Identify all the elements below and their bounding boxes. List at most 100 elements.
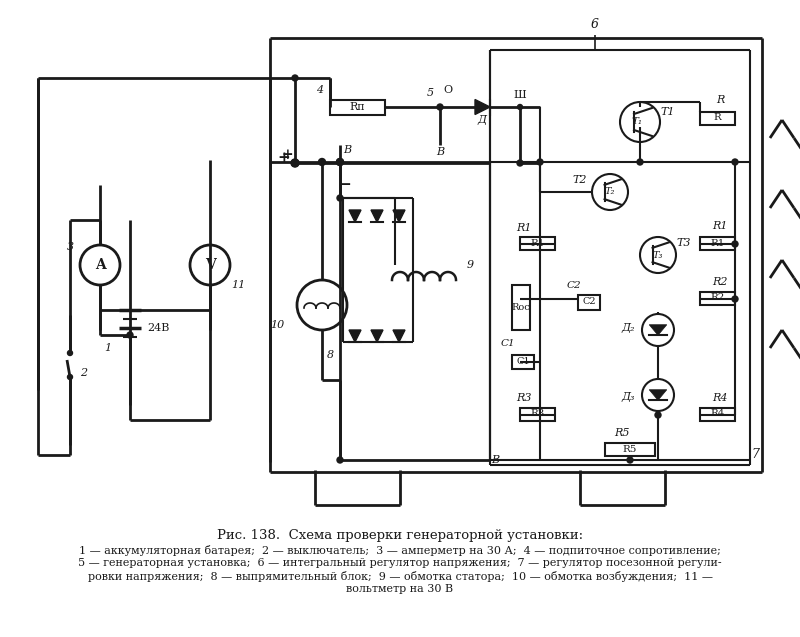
Bar [700, 112, 735, 125]
Circle shape [190, 245, 230, 285]
Text: 9: 9 [466, 260, 474, 270]
Text: +: + [278, 151, 290, 165]
Bar [512, 285, 530, 330]
Circle shape [537, 159, 543, 165]
Circle shape [318, 159, 326, 166]
Bar [520, 408, 555, 421]
Text: C1: C1 [516, 357, 530, 366]
Text: R1: R1 [516, 223, 532, 233]
Circle shape [127, 332, 133, 338]
Text: R2: R2 [712, 277, 728, 287]
Text: 6: 6 [591, 18, 599, 31]
Circle shape [437, 104, 443, 110]
Polygon shape [349, 210, 361, 222]
Bar [330, 100, 385, 115]
Text: Rп: Rп [349, 102, 365, 112]
Text: 24В: 24В [147, 323, 169, 333]
Polygon shape [349, 330, 361, 342]
Text: Д: Д [478, 115, 486, 125]
Text: C2: C2 [566, 280, 582, 289]
Text: C1: C1 [501, 340, 515, 348]
Text: ровки напряжения;  8 — выпрямительный блок;  9 — обмотка статора;  10 — обмотка : ровки напряжения; 8 — выпрямительный бло… [87, 571, 713, 582]
Text: Рис. 138.  Схема проверки генераторной установки:: Рис. 138. Схема проверки генераторной ус… [217, 529, 583, 541]
Text: 2: 2 [81, 368, 87, 378]
Bar [520, 237, 555, 250]
Circle shape [517, 160, 523, 166]
Text: 7: 7 [751, 448, 759, 461]
Text: R5: R5 [623, 445, 637, 454]
Text: В: В [436, 147, 444, 157]
Text: T₂: T₂ [605, 187, 615, 196]
Text: 1: 1 [105, 343, 111, 353]
Circle shape [642, 379, 674, 411]
Text: 8: 8 [326, 350, 334, 360]
Circle shape [291, 159, 299, 167]
Text: R2: R2 [710, 294, 725, 303]
Circle shape [67, 350, 73, 355]
Text: 3: 3 [66, 242, 74, 252]
Circle shape [620, 102, 660, 142]
Text: R1: R1 [710, 238, 725, 248]
Circle shape [655, 412, 661, 418]
Circle shape [337, 457, 343, 463]
Circle shape [297, 280, 347, 330]
Text: 10: 10 [270, 320, 284, 330]
Text: −: − [338, 178, 351, 192]
Text: C2: C2 [582, 297, 596, 306]
Circle shape [732, 159, 738, 165]
Circle shape [732, 241, 738, 247]
Polygon shape [475, 99, 490, 115]
Circle shape [80, 245, 120, 285]
Circle shape [67, 375, 73, 380]
Text: R5: R5 [614, 428, 630, 438]
Bar [700, 292, 735, 305]
Polygon shape [650, 325, 666, 335]
Circle shape [592, 174, 628, 210]
Polygon shape [371, 210, 383, 222]
Text: 4: 4 [317, 85, 323, 95]
Bar [700, 408, 735, 421]
Polygon shape [371, 330, 383, 342]
Text: R4: R4 [712, 393, 728, 403]
Text: Д₂: Д₂ [622, 323, 634, 333]
Text: вольтметр на 30 В: вольтметр на 30 В [346, 584, 454, 594]
Polygon shape [650, 390, 666, 400]
Text: R3: R3 [516, 393, 532, 403]
Text: 5: 5 [426, 88, 434, 98]
Text: V: V [205, 258, 215, 272]
Text: 5 — генераторная установка;  6 — интегральный регулятор напряжения;  7 — регулят: 5 — генераторная установка; 6 — интеграл… [78, 558, 722, 568]
Circle shape [637, 159, 643, 165]
Text: T₁: T₁ [631, 117, 642, 127]
Bar [512, 355, 534, 369]
Text: R1: R1 [530, 238, 545, 248]
Text: В: В [491, 455, 499, 465]
Text: T3: T3 [677, 238, 691, 248]
Polygon shape [393, 210, 405, 222]
Circle shape [627, 457, 633, 463]
Text: Rос: Rос [512, 303, 530, 311]
Circle shape [337, 159, 343, 166]
Text: R: R [716, 95, 724, 105]
Bar [605, 443, 655, 456]
Circle shape [292, 75, 298, 81]
Circle shape [291, 159, 298, 166]
Circle shape [642, 314, 674, 346]
Text: 1 — аккумуляторная батарея;  2 — выключатель;  3 — амперметр на 30 А;  4 — подпи: 1 — аккумуляторная батарея; 2 — выключат… [79, 545, 721, 555]
Text: R4: R4 [710, 410, 725, 419]
Bar [578, 295, 600, 310]
Text: T1: T1 [661, 107, 675, 117]
Circle shape [640, 237, 676, 273]
Text: T₃: T₃ [653, 250, 663, 259]
Text: Ш: Ш [514, 90, 526, 100]
Circle shape [337, 195, 343, 201]
Text: O: O [443, 85, 453, 95]
Text: A: A [94, 258, 106, 272]
Circle shape [337, 159, 343, 166]
Text: R: R [714, 113, 722, 122]
Text: +: + [281, 148, 293, 162]
Text: В: В [343, 145, 351, 155]
Circle shape [518, 104, 522, 110]
Text: T2: T2 [573, 175, 587, 185]
Circle shape [732, 296, 738, 302]
Text: R1: R1 [712, 221, 728, 231]
